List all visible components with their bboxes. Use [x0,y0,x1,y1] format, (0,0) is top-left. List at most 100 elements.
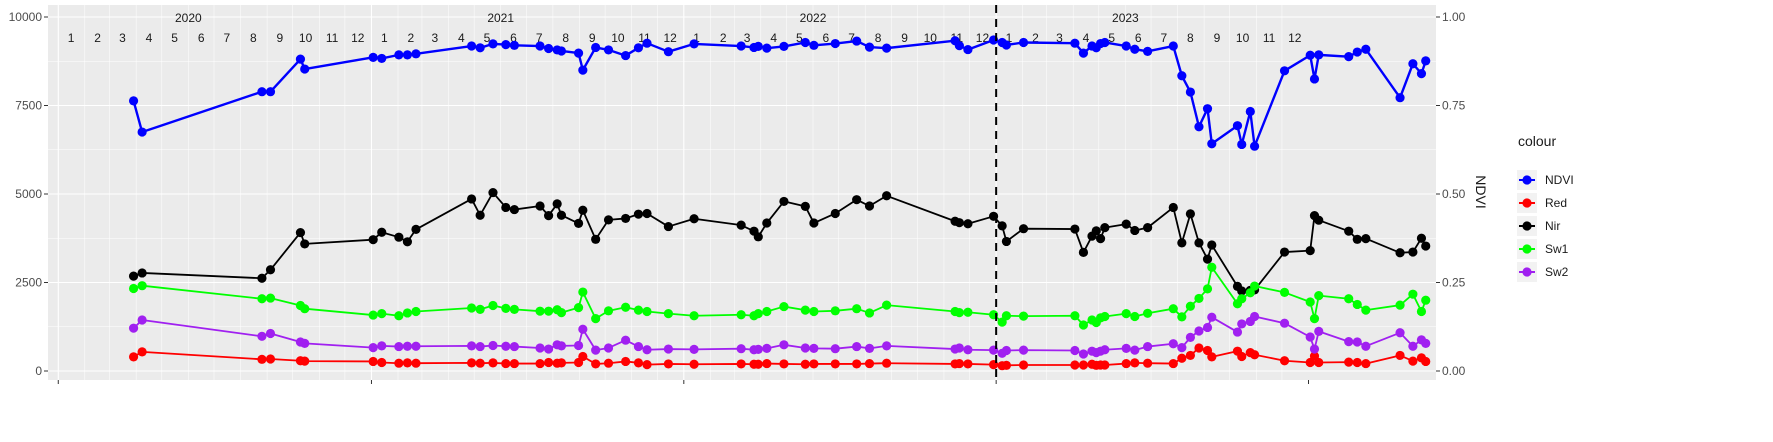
data-point-sw1 [689,311,699,321]
data-point-ndvi [1421,56,1431,66]
legend-label: NDVI [1545,173,1574,187]
data-point-ndvi [466,41,477,51]
month-label: 6 [510,31,517,45]
data-point-ndvi [1344,52,1354,62]
series-nir [128,187,1431,296]
data-point-red [466,358,477,368]
data-point-sw1 [402,308,413,318]
month-label: 4 [1083,31,1090,45]
data-point-red [963,359,973,369]
data-point-sw2 [1232,327,1243,337]
month-label: 8 [875,31,882,45]
data-point-red [394,358,404,368]
data-point-sw2 [265,328,276,339]
data-point-ndvi [578,65,588,75]
data-point-nir [882,191,892,201]
data-point-ndvi [762,43,772,53]
data-point-sw2 [1237,319,1247,329]
data-point-ndvi [1237,139,1247,150]
data-point-nir [1100,223,1110,233]
data-point-red [1314,357,1324,368]
data-point-red [1070,360,1080,370]
grid-lines [48,5,1436,380]
month-label: 1 [381,31,388,45]
data-point-nir [1361,234,1371,244]
data-point-red [603,358,614,368]
month-label: 6 [198,31,205,45]
data-point-sw1 [1168,304,1178,314]
data-point-sw2 [1078,349,1089,359]
data-point-ndvi [257,87,267,97]
data-point-red [779,359,789,369]
data-point-sw1 [800,305,810,315]
month-label: 5 [484,31,491,45]
left-tick-label: 10000 [9,10,43,24]
month-label: 1 [693,31,700,45]
data-point-sw1 [1361,305,1371,315]
data-point-nir [1344,226,1354,236]
data-point-red [509,358,519,369]
data-point-nir [1194,238,1204,248]
data-point-sw1 [1202,284,1213,294]
data-point-nir [663,221,674,232]
data-point-red [1168,358,1178,369]
data-point-sw2 [411,341,421,351]
data-point-ndvi [633,43,644,53]
data-point-ndvi [1249,141,1260,151]
data-point-sw2 [1185,332,1196,342]
data-point-ndvi [488,39,498,49]
data-point-red [591,359,601,369]
data-point-nir [1130,225,1140,236]
data-point-sw1 [128,283,139,294]
data-point-ndvi [621,50,631,61]
data-point-red [954,358,964,369]
data-point-sw2 [1408,341,1418,351]
month-label: 4 [770,31,777,45]
data-point-sw2 [1121,343,1131,353]
data-point-red [1001,360,1012,370]
data-point-sw2 [642,345,652,355]
data-point-red [1361,358,1371,369]
data-point-sw2 [1344,337,1354,347]
data-point-red [578,351,588,362]
data-point-ndvi [1352,47,1362,57]
data-point-nir [830,208,840,219]
data-point-sw1 [1395,300,1405,310]
data-point-ndvi [1361,44,1371,54]
data-point-nir [800,201,810,211]
data-point-ndvi [1168,41,1178,51]
data-point-sw1 [488,300,498,311]
data-point-nir [1143,223,1153,233]
data-point-ndvi [779,41,789,51]
data-point-nir [591,234,601,244]
data-point-ndvi [1232,121,1243,131]
month-label: 6 [823,31,830,45]
data-point-sw2 [809,343,819,353]
data-point-red [1207,352,1217,362]
data-point-sw1 [300,304,310,314]
series-layer [128,35,1431,371]
data-point-nir [265,265,276,275]
data-point-sw1 [475,304,485,315]
data-point-nir [1091,226,1101,236]
right-axis-title: NDVI [1473,175,1489,208]
data-point-ndvi [1194,122,1204,132]
data-point-ndvi [591,42,601,53]
data-point-sw1 [1185,301,1196,311]
data-point-sw1 [864,308,875,318]
month-label: 11 [326,31,339,45]
data-point-sw1 [573,303,584,313]
legend-item-red: Red [1517,193,1567,213]
data-point-red [1408,356,1418,366]
legend-key-point [1522,175,1532,185]
data-point-ndvi [1018,37,1029,48]
left-tick-label: 2500 [15,276,42,290]
data-point-sw2 [1070,345,1080,356]
data-point-nir [603,215,614,225]
data-point-nir [544,210,554,221]
data-point-nir [257,273,267,283]
data-point-red [1078,360,1089,370]
data-point-nir [535,201,545,211]
data-point-nir [475,210,485,220]
data-point-sw2 [830,344,840,354]
